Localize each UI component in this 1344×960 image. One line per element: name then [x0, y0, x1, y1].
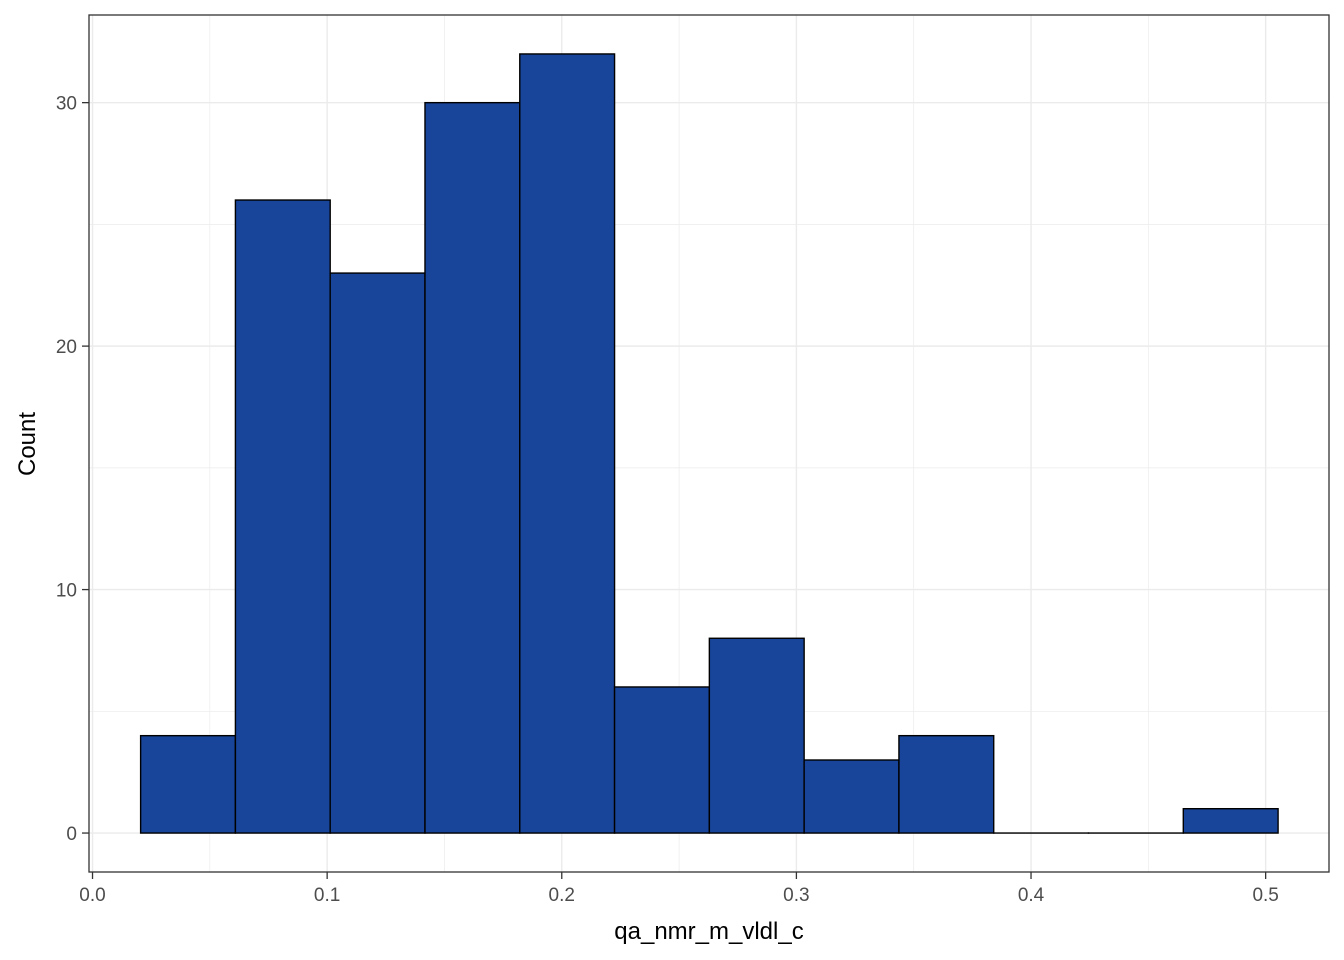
histogram-bar-7 — [708, 637, 805, 834]
histogram-bar-3 — [329, 272, 426, 834]
x-tick-label: 0.3 — [783, 885, 809, 906]
x-tick-label: 0.5 — [1252, 885, 1278, 906]
histogram-bar-2 — [234, 199, 331, 834]
histogram-bar-1 — [139, 734, 237, 834]
x-axis-title: qa_nmr_m_vldl_c — [614, 918, 803, 945]
histogram-bar-5 — [519, 53, 616, 834]
x-tick-label: 0.0 — [79, 885, 105, 906]
axes: 0.0 0.1 0.2 0.3 0.4 0.5 0 10 20 30 — [56, 94, 1279, 906]
x-tick-label: 0.2 — [549, 885, 575, 906]
y-tick-label: 0 — [66, 824, 77, 845]
histogram-bar-9 — [898, 734, 995, 834]
histogram-bar-8 — [803, 759, 900, 834]
x-tick-label: 0.4 — [1018, 885, 1045, 906]
panel-border — [88, 14, 1330, 873]
y-tick-label: 30 — [56, 94, 77, 115]
histogram-bar-6 — [613, 686, 711, 834]
histogram-bars — [139, 53, 1279, 834]
histogram-bar-4 — [424, 101, 521, 834]
y-tick-label: 20 — [56, 337, 77, 358]
y-axis-title: Count — [14, 412, 41, 476]
x-tick-label: 0.1 — [314, 885, 340, 906]
histogram-bar-12 — [1182, 807, 1279, 834]
y-tick-label: 10 — [56, 581, 77, 602]
